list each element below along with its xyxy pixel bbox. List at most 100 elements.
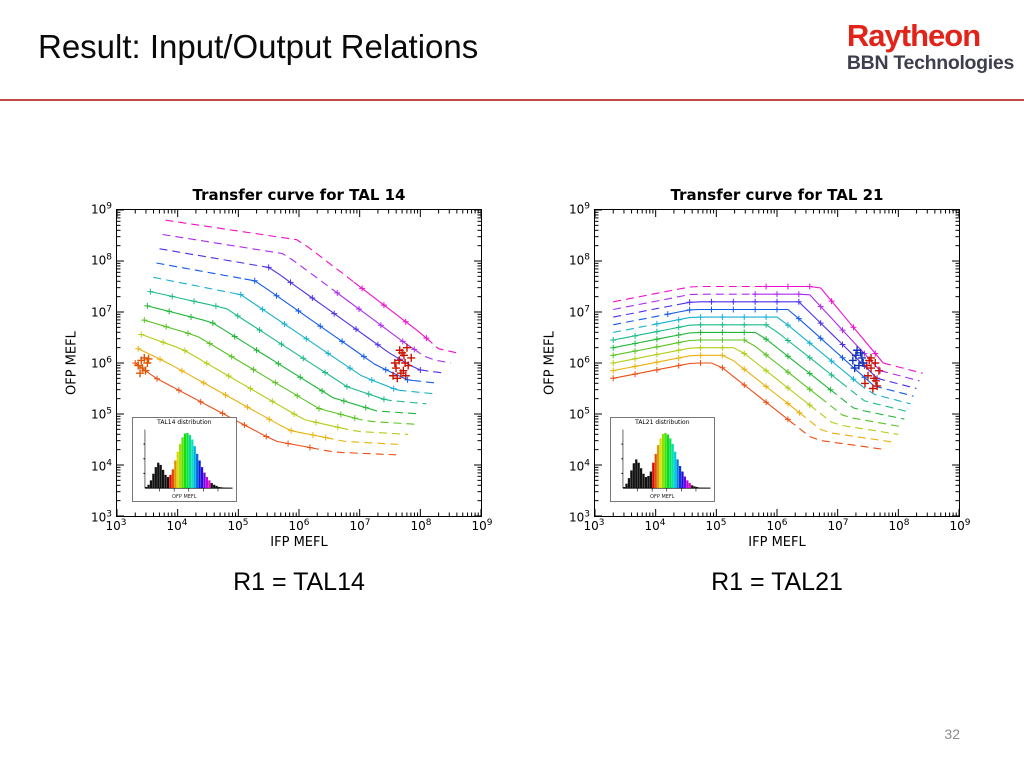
curve-markers	[752, 291, 884, 374]
marker-cluster	[848, 346, 868, 373]
transfer-curve	[613, 291, 920, 382]
inset-title: TAL21 distribution	[635, 418, 690, 426]
transfer-curve	[613, 283, 923, 374]
curve-markers	[237, 291, 397, 392]
x-tick-label: 103	[583, 518, 605, 533]
transfer-curve	[135, 345, 403, 446]
curve-markers	[610, 329, 834, 393]
curve-markers	[251, 277, 411, 383]
chart-title: Transfer curve for TAL 21	[670, 186, 884, 204]
curve-markers	[138, 331, 341, 431]
chart-body: OFP MEFL 103 104 105 106 107 108 109 TAL21 dis…	[542, 202, 960, 525]
x-tick-label: 104	[644, 518, 666, 533]
transfer-curve-chart-tal21: Transfer curve for TAL 21 OFP MEFL 103 10…	[542, 186, 971, 550]
captions-row: R1 = TAL14 R1 = TAL21	[0, 568, 1024, 597]
marker-cluster	[134, 353, 153, 378]
inset-histogram: TAL14 distribution OFP MEFL	[131, 416, 238, 503]
y-tick-label: 103	[90, 509, 112, 525]
inset-x-label: OFP MEFL	[172, 493, 197, 500]
y-axis-tick-labels: 103 104 105 106 107 108 109	[558, 202, 594, 525]
inset-histogram-bars	[622, 432, 710, 488]
title-divider-line	[0, 99, 1024, 101]
curve-markers	[147, 288, 387, 403]
y-axis-tick-labels: 103 104 105 106 107 108 109	[80, 202, 116, 525]
plot-area: TAL14 distribution OFP MEFL	[116, 209, 482, 517]
curve-markers	[334, 289, 418, 353]
charts-row: Transfer curve for TAL 14 OFP MEFL 103 10…	[0, 186, 1024, 550]
curves-svg	[117, 210, 481, 516]
inset-title: TAL14 distribution	[157, 418, 212, 426]
x-tick-label: 107	[349, 518, 371, 533]
y-tick-label: 105	[568, 406, 590, 422]
transfer-curve	[147, 288, 427, 405]
marker-cluster	[389, 343, 416, 383]
inset-x-label: OFP MEFL	[650, 493, 675, 500]
transfer-curve	[162, 233, 451, 364]
plot-area: TAL21 distribution OFP MEFL	[594, 209, 960, 517]
transfer-curve	[613, 314, 911, 405]
caption-left: R1 = TAL14	[233, 568, 365, 596]
inset-histogram: TAL21 distribution OFP MEFL	[609, 416, 716, 503]
transfer-curve	[138, 331, 409, 435]
curve-markers	[144, 302, 369, 411]
y-tick-label: 108	[568, 252, 590, 268]
transfer-curve	[610, 344, 899, 435]
curve-markers	[686, 298, 881, 382]
page-title: Result: Input/Output Relations	[38, 28, 479, 65]
y-tick-label: 104	[90, 458, 112, 474]
x-tick-label: 104	[166, 518, 188, 533]
curves-svg	[595, 210, 959, 516]
chart-title: Transfer curve for TAL 14	[192, 186, 406, 204]
page-number: 32	[944, 726, 960, 742]
axis-ticks	[595, 210, 959, 516]
x-tick-label: 105	[705, 518, 727, 533]
x-tick-label: 106	[288, 518, 310, 533]
x-tick-label: 107	[827, 518, 849, 533]
y-tick-label: 109	[90, 201, 112, 217]
transfer-curve	[610, 360, 887, 451]
raytheon-bbn-logo: Raytheon BBN Technologies	[847, 20, 1014, 74]
raytheon-wordmark: Raytheon	[846, 18, 981, 53]
transfer-curve	[613, 298, 917, 390]
transfer-curve-chart-tal14: Transfer curve for TAL 14 OFP MEFL 103 10…	[64, 186, 493, 550]
curve-markers	[763, 283, 879, 357]
transfer-curve	[610, 329, 905, 420]
curve-markers	[359, 285, 430, 342]
curve-markers	[610, 360, 791, 423]
curve-markers	[610, 337, 813, 393]
x-tick-label: 108	[888, 518, 910, 533]
caption-right: R1 = TAL21	[711, 568, 843, 596]
x-tick-label: 103	[105, 518, 127, 533]
marker-cluster	[860, 353, 883, 393]
transfer-curve	[144, 302, 421, 415]
x-tick-label: 105	[227, 518, 249, 533]
chart-body: OFP MEFL 103 104 105 106 107 108 109 TAL14 dis…	[64, 202, 482, 525]
x-tick-label: 106	[766, 518, 788, 533]
transfer-curve	[156, 262, 439, 384]
y-tick-label: 104	[568, 458, 590, 474]
y-tick-label: 105	[90, 406, 112, 422]
y-tick-label: 106	[568, 355, 590, 371]
curve-markers	[141, 317, 358, 422]
curve-markers	[653, 314, 857, 383]
inset-histogram-svg	[143, 429, 233, 492]
transfer-curve	[141, 317, 415, 425]
x-tick-label: 109	[949, 518, 971, 533]
y-tick-label: 107	[90, 304, 112, 320]
transfer-curve	[610, 352, 893, 443]
x-axis-tick-labels: 103 104 105 106 107 108 109	[583, 517, 970, 534]
y-tick-label: 107	[568, 304, 590, 320]
curve-markers	[610, 352, 803, 416]
x-axis-label: IFP MEFL	[748, 535, 806, 550]
y-tick-label: 106	[90, 355, 112, 371]
inset-histogram-svg	[621, 429, 711, 492]
transfer-curve	[165, 219, 457, 354]
axis-ticks	[117, 210, 481, 516]
curve-markers	[132, 360, 313, 451]
transfer-curve	[132, 360, 397, 456]
y-axis-label: OFP MEFL	[542, 331, 558, 395]
curve-markers	[664, 306, 868, 381]
curve-markers	[610, 321, 835, 378]
y-tick-label: 108	[90, 252, 112, 268]
